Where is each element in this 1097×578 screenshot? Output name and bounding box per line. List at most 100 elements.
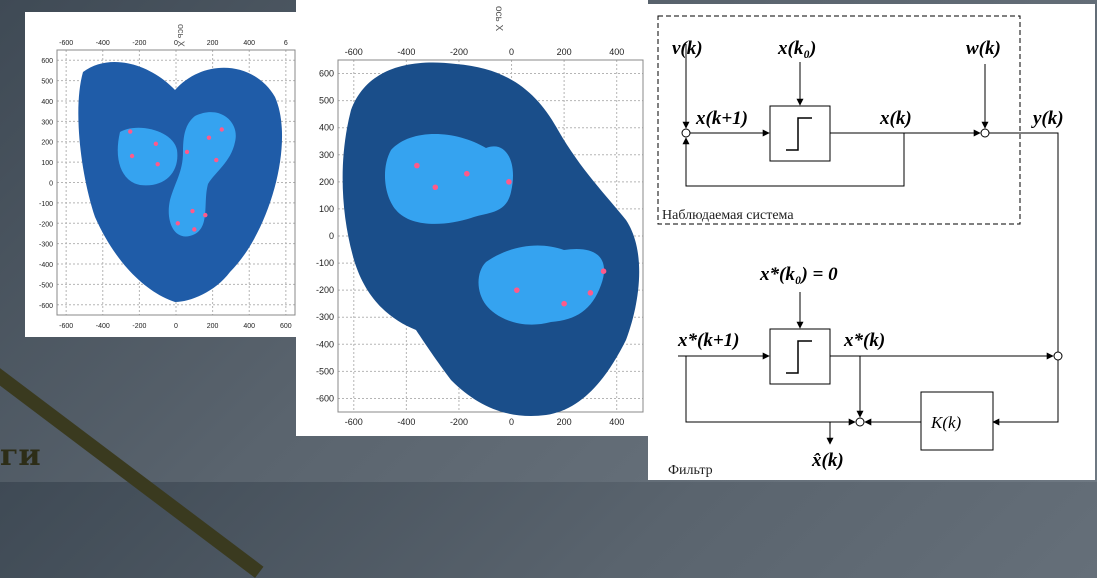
x-tick-label-bottom: -600 xyxy=(345,417,363,427)
plot-frame xyxy=(337,59,644,413)
y-tick-label: 500 xyxy=(41,79,53,86)
x-tick-label: -200 xyxy=(132,40,146,47)
y-tick-label: 600 xyxy=(319,69,334,79)
cluster-center-point xyxy=(153,141,159,146)
y-tick-label: 300 xyxy=(41,119,53,126)
y-tick-label: 400 xyxy=(41,99,53,106)
x-tick-label: 400 xyxy=(609,47,624,57)
label-gain: K(k) xyxy=(930,413,962,432)
x-tick-label-bottom: -600 xyxy=(59,323,73,330)
x-tick-label-bottom: -200 xyxy=(450,417,468,427)
label-estimate: x̂(k) xyxy=(811,450,844,471)
y-tick-label: -500 xyxy=(316,366,334,376)
middle-points xyxy=(414,162,607,307)
x-tick-label-bottom: 400 xyxy=(609,417,624,427)
y-tick-label: 600 xyxy=(41,58,53,65)
middle-axis-label: ось X xyxy=(493,6,504,32)
cluster-center-point xyxy=(214,157,219,163)
x-tick-label: -600 xyxy=(59,40,73,47)
y-tick-label: 0 xyxy=(329,231,334,241)
label-x-k0: x(k₀) xyxy=(777,38,816,59)
x-tick-label-bottom: -400 xyxy=(96,323,110,330)
y-tick-label: 0 xyxy=(49,181,53,188)
caption-filter: Фильтр xyxy=(668,463,713,478)
label-xs-k1: x*(k+1) xyxy=(677,330,739,351)
cluster-center-point xyxy=(206,135,212,140)
diagram-canvas: v(k) x(k₀) w(k) x(k+1) x(k) y(k) Наблюда… xyxy=(657,15,1064,478)
sum-node-top xyxy=(681,128,691,138)
y-tick-label: 100 xyxy=(41,160,53,167)
cluster-center-point xyxy=(506,179,512,185)
gain-block xyxy=(920,391,994,451)
x-tick-label: 200 xyxy=(557,47,572,57)
middle-outer-region xyxy=(342,62,640,416)
x-tick-label-bottom: 400 xyxy=(243,323,255,330)
y-tick-label: 100 xyxy=(319,204,334,214)
y-tick-label: -200 xyxy=(316,285,334,295)
sum-node-filter xyxy=(1053,351,1063,361)
x-tick-label: 0 xyxy=(174,40,178,47)
y-tick-label: 200 xyxy=(41,140,53,147)
x-tick-label-bottom: 200 xyxy=(557,417,572,427)
x-tick-label-bottom: 200 xyxy=(207,323,219,330)
x-tick-label-bottom: -200 xyxy=(132,323,146,330)
block-diagram: v(k) x(k₀) w(k) x(k+1) x(k) y(k) Наблюда… xyxy=(648,4,1095,480)
x-tick-label: 200 xyxy=(207,40,219,47)
sum-node-output xyxy=(980,128,990,138)
y-tick-label: -600 xyxy=(39,303,53,310)
x-tick-label: -600 xyxy=(345,47,363,57)
label-x-k1: x(k+1) xyxy=(695,108,748,129)
x-tick-label-bottom: 0 xyxy=(174,323,178,330)
y-tick-label: 300 xyxy=(319,150,334,160)
cluster-center-point xyxy=(190,208,195,214)
y-tick-label: -600 xyxy=(316,393,334,403)
label-v: v(k) xyxy=(672,38,703,59)
cluster-center-point xyxy=(464,170,470,177)
left-plot-canvas: -600 -600 -400 -400 -200 -200 0 0 200 200 400 400 6 6… xyxy=(39,24,296,330)
cluster-center-point xyxy=(432,184,439,191)
label-y: y(k) xyxy=(1031,108,1064,129)
label-xs-k: x*(k) xyxy=(843,330,885,351)
left-axis-label: ось X xyxy=(176,24,186,47)
label-w: w(k) xyxy=(966,38,1001,59)
middle-plot-canvas: -600 -600 -400 -400 -200 -200 0 0 200 200 400 400 60… xyxy=(316,6,644,427)
y-tick-label: -500 xyxy=(39,282,53,289)
left-scatter-plot: -600 -600 -400 -400 -200 -200 0 0 200 200 400 400 6 6… xyxy=(25,12,297,337)
y-tick-label: -300 xyxy=(316,312,334,322)
middle-scatter-plot: -600 -600 -400 -400 -200 -200 0 0 200 200 400 400 60… xyxy=(296,0,648,436)
x-tick-label-bottom: 600 xyxy=(280,323,292,330)
cluster-center-point xyxy=(129,153,135,159)
y-tick-label: 400 xyxy=(319,123,334,133)
label-xs-k0: x*(k₀) = 0 xyxy=(759,264,838,285)
cluster-center-point xyxy=(414,162,420,169)
cluster-center-point xyxy=(561,300,567,307)
middle-inner-region xyxy=(384,134,605,325)
y-tick-label: -400 xyxy=(39,262,53,269)
y-tick-label: -100 xyxy=(39,201,53,208)
cluster-center-point xyxy=(600,268,607,275)
cluster-center-point xyxy=(155,161,160,167)
cluster-center-point xyxy=(203,212,208,218)
x-tick-label: 0 xyxy=(509,47,514,57)
y-tick-label: -100 xyxy=(316,258,334,268)
x-tick-label: -400 xyxy=(397,47,415,57)
left-tick-labels: -600 -600 -400 -400 -200 -200 0 0 200 200 400 400 6 6… xyxy=(39,40,292,330)
left-points xyxy=(128,127,224,232)
cluster-center-point xyxy=(175,221,181,226)
y-tick-label: -200 xyxy=(39,221,53,228)
cluster-center-point xyxy=(587,290,594,296)
delay-block-bottom xyxy=(769,328,831,385)
x-tick-label: 6 xyxy=(284,40,288,47)
cluster-center-point xyxy=(184,149,190,155)
x-tick-label-bottom: -400 xyxy=(397,417,415,427)
x-tick-label: -400 xyxy=(96,40,110,47)
cluster-center-point xyxy=(192,227,197,232)
middle-tick-labels: -600 -600 -400 -400 -200 -200 0 0 200 200 400 400 60… xyxy=(316,47,624,427)
corner-text: ги xyxy=(0,438,41,473)
y-tick-label: -400 xyxy=(316,339,334,349)
step-symbol-bottom xyxy=(786,340,812,374)
cluster-center-point xyxy=(513,287,520,293)
step-symbol-top xyxy=(786,117,812,151)
y-tick-label: 500 xyxy=(319,96,334,106)
delay-block-top xyxy=(769,105,831,162)
